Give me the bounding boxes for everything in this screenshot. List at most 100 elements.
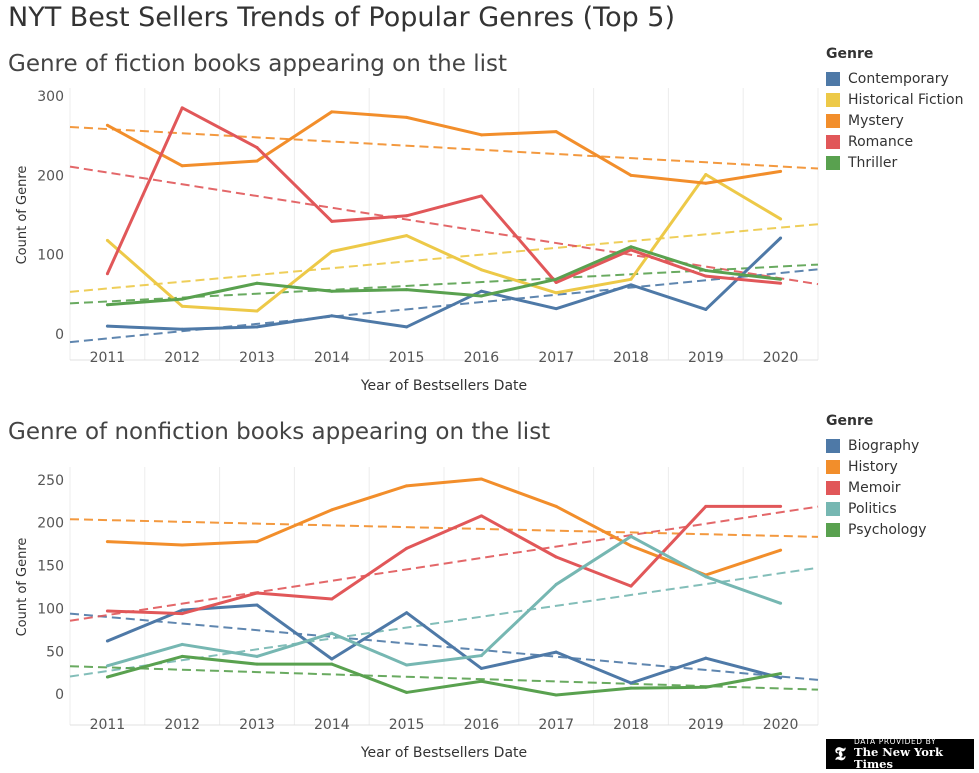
fiction-point-romance: [255, 146, 259, 150]
fiction-y-tick-label: 100: [37, 248, 64, 264]
main-title: NYT Best Sellers Trends of Popular Genre…: [8, 2, 676, 33]
legend-item-thriller: Thriller: [826, 152, 963, 173]
nonfiction-point-biography: [405, 611, 409, 615]
legend-swatch: [826, 480, 840, 495]
fiction-point-mystery: [405, 115, 409, 119]
fiction-point-romance: [180, 106, 184, 110]
nonfiction-point-memoir: [554, 555, 558, 559]
nonfiction-x-tick-label: 2017: [538, 717, 574, 733]
legend-label: Thriller: [848, 154, 898, 171]
fiction-x-tick-label: 2013: [239, 350, 275, 366]
nyt-data-badge: 𝕿 DATA PROVIDED BY The New York Times: [826, 738, 974, 771]
nonfiction-trend-history: [69, 518, 819, 538]
fiction-y-axis-title: Count of Genre: [15, 166, 30, 265]
fiction-point-contemporary: [554, 307, 558, 311]
nonfiction-point-history: [554, 504, 558, 508]
fiction-point-historical-fiction: [479, 268, 483, 272]
fiction-point-romance: [554, 280, 558, 284]
fiction-line-mystery: [106, 110, 781, 185]
fiction-line-historical-fiction: [106, 173, 782, 313]
fiction-x-tick-label: 2018: [613, 350, 649, 366]
fiction-x-tick-label: 2011: [90, 350, 126, 366]
legend-label: Memoir: [848, 479, 901, 496]
legend-item-biography: Biography: [826, 435, 927, 456]
nonfiction-chart-title: Genre of nonfiction books appearing on t…: [8, 419, 551, 445]
nonfiction-x-tick-label: 2016: [464, 717, 500, 733]
legend-label: History: [848, 458, 898, 475]
nonfiction-point-memoir: [330, 597, 334, 601]
fiction-point-mystery: [479, 133, 483, 137]
nonfiction-point-politics: [779, 601, 783, 605]
fiction-x-tick-label: 2012: [164, 350, 200, 366]
fiction-legend-title: Genre: [826, 46, 874, 62]
fiction-point-historical-fiction: [330, 250, 334, 254]
nonfiction-line-history: [107, 477, 782, 577]
nonfiction-y-tick-label: 250: [37, 473, 64, 489]
nyt-logo-icon: 𝕿: [834, 743, 846, 765]
fiction-point-historical-fiction: [779, 217, 783, 221]
nonfiction-point-politics: [105, 664, 109, 668]
fiction-point-thriller: [479, 294, 483, 298]
nonfiction-x-tick-label: 2019: [688, 717, 724, 733]
fiction-point-mystery: [255, 159, 259, 163]
nonfiction-point-biography: [330, 657, 334, 661]
nonfiction-x-axis-title: Year of Bestsellers Date: [360, 745, 527, 761]
nonfiction-x-tick-label: 2011: [90, 717, 126, 733]
fiction-x-tick-label: 2015: [389, 350, 425, 366]
fiction-point-romance: [330, 219, 334, 223]
legend-label: Mystery: [848, 112, 904, 129]
nonfiction-point-biography: [704, 656, 708, 660]
legend-swatch: [826, 501, 840, 516]
nonfiction-point-psychology: [704, 685, 708, 689]
nonfiction-point-history: [255, 540, 259, 544]
nonfiction-point-memoir: [180, 612, 184, 616]
nonfiction-y-tick-label: 0: [55, 687, 64, 703]
fiction-legend: Genre Contemporary Historical Fiction Myst…: [826, 46, 963, 173]
nonfiction-x-tick-label: 2013: [239, 717, 275, 733]
nonfiction-x-tick-label: 2020: [763, 717, 799, 733]
nonfiction-line-psychology: [107, 654, 781, 697]
nonfiction-point-politics: [330, 631, 334, 635]
nonfiction-point-biography: [255, 603, 259, 607]
nonfiction-point-history: [479, 477, 483, 481]
nonfiction-point-memoir: [405, 546, 409, 550]
fiction-point-romance: [479, 194, 483, 198]
fiction-chart: 0 100 200 300 2011 2012 2013 2014 2015 2016 2017 20…: [15, 88, 819, 394]
legend-swatch: [826, 155, 840, 170]
fiction-point-contemporary: [479, 289, 483, 293]
fiction-x-tick-label: 2020: [763, 350, 799, 366]
fiction-point-historical-fiction: [105, 238, 109, 242]
fiction-point-historical-fiction: [629, 277, 633, 281]
nonfiction-y-tick-label: 150: [37, 559, 64, 575]
legend-item-mystery: Mystery: [826, 110, 963, 131]
fiction-point-contemporary: [629, 283, 633, 287]
legend-item-historical-fiction: Historical Fiction: [826, 89, 963, 110]
legend-swatch: [826, 134, 840, 149]
fiction-point-contemporary: [405, 325, 409, 329]
nonfiction-point-memoir: [255, 591, 259, 595]
nonfiction-legend-title: Genre: [826, 413, 874, 429]
nonfiction-y-axis-title: Count of Genre: [15, 538, 30, 637]
legend-label: Romance: [848, 133, 914, 150]
legend-swatch: [826, 71, 840, 86]
fiction-y-tick-label: 300: [37, 89, 64, 105]
fiction-point-historical-fiction: [704, 173, 708, 177]
fiction-point-contemporary: [180, 327, 184, 331]
nonfiction-point-psychology: [779, 672, 783, 676]
nonfiction-point-politics: [405, 663, 409, 667]
nonfiction-point-biography: [629, 681, 633, 685]
nonfiction-point-biography: [105, 639, 109, 643]
fiction-point-mystery: [105, 123, 109, 127]
nonfiction-point-politics: [704, 575, 708, 579]
nonfiction-point-psychology: [180, 654, 184, 658]
nonfiction-point-biography: [479, 666, 483, 670]
nonfiction-trend-memoir: [69, 505, 819, 622]
legend-item-contemporary: Contemporary: [826, 68, 963, 89]
fiction-line-romance: [106, 106, 781, 285]
nonfiction-y-tick-label: 100: [37, 601, 64, 617]
nonfiction-point-memoir: [479, 514, 483, 518]
legend-label: Biography: [848, 437, 920, 454]
nonfiction-point-psychology: [255, 662, 259, 666]
fiction-point-mystery: [704, 181, 708, 185]
badge-line2: The New York Times: [854, 745, 943, 771]
